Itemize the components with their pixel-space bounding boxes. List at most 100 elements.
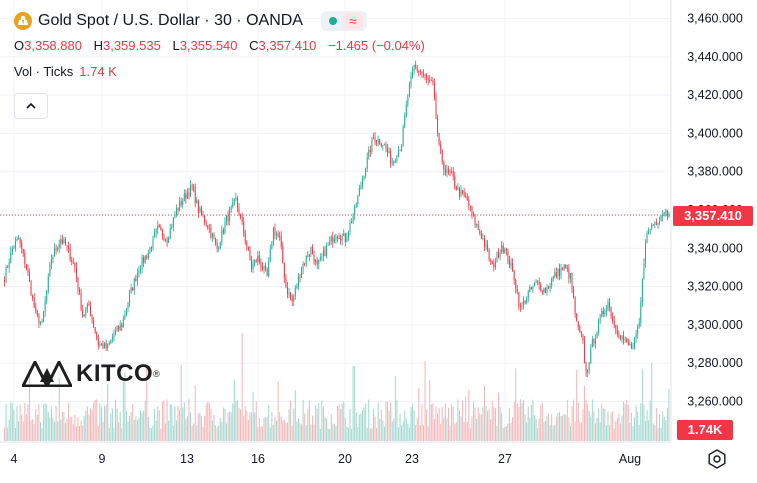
candle-body bbox=[402, 126, 404, 146]
volume-bar bbox=[344, 417, 346, 441]
collapse-legend-button[interactable] bbox=[14, 93, 48, 119]
candle-body bbox=[665, 210, 667, 213]
volume-bar bbox=[219, 418, 221, 441]
candle-body bbox=[465, 195, 467, 197]
candle-body bbox=[565, 264, 567, 269]
approx-wave-icon: ≈ bbox=[342, 13, 363, 29]
volume-bar bbox=[249, 412, 251, 441]
volume-bar bbox=[383, 426, 385, 441]
volume-bar bbox=[480, 414, 482, 441]
candle-body bbox=[255, 260, 257, 262]
candle-body bbox=[648, 230, 650, 234]
volume-bar bbox=[38, 404, 40, 441]
volume-bar bbox=[651, 362, 653, 441]
candle-body bbox=[421, 72, 423, 75]
volume-bar bbox=[393, 418, 395, 441]
candle-body bbox=[230, 206, 232, 210]
gold-bars-icon[interactable] bbox=[14, 12, 32, 30]
candle-body bbox=[394, 160, 396, 162]
candle-body bbox=[576, 313, 578, 322]
volume-bar bbox=[127, 421, 129, 441]
candle-body bbox=[22, 248, 24, 253]
candle-body bbox=[108, 343, 110, 345]
volume-bar bbox=[39, 422, 41, 441]
candle-body bbox=[183, 193, 185, 201]
y-tick-label: 3,280.000 bbox=[687, 356, 743, 370]
volume-bar bbox=[415, 425, 417, 441]
low-value: 3,355.540 bbox=[179, 38, 238, 53]
volume-bar bbox=[277, 381, 279, 441]
candle-body bbox=[448, 168, 449, 172]
volume-legend[interactable]: Vol · Ticks 1.74 K bbox=[14, 64, 117, 79]
volume-bar bbox=[623, 401, 625, 441]
candle-body bbox=[527, 291, 529, 298]
candle-body bbox=[61, 239, 63, 244]
candle-body bbox=[218, 247, 220, 249]
candle-body bbox=[83, 314, 85, 317]
volume-bar bbox=[268, 404, 270, 441]
candle-body bbox=[508, 261, 510, 266]
candle-body bbox=[574, 297, 576, 314]
candle-body bbox=[512, 263, 514, 271]
volume-bar bbox=[429, 379, 431, 441]
candle-body bbox=[443, 161, 445, 170]
volume-bar bbox=[43, 404, 45, 441]
candle-body bbox=[416, 67, 418, 71]
candle-body bbox=[337, 236, 338, 238]
candle-body bbox=[626, 338, 628, 342]
volume-bar bbox=[555, 416, 557, 441]
volume-bar bbox=[340, 408, 342, 441]
volume-bar bbox=[190, 412, 192, 441]
volume-bar bbox=[624, 403, 626, 441]
candle-body bbox=[504, 249, 506, 253]
volume-bar bbox=[110, 413, 112, 441]
candle-body bbox=[530, 287, 532, 290]
volume-bar bbox=[124, 372, 126, 441]
volume-bar bbox=[587, 403, 589, 441]
volume-bar bbox=[125, 410, 127, 441]
volume-bar bbox=[119, 411, 121, 441]
candle-body bbox=[88, 304, 90, 306]
volume-bar bbox=[474, 407, 476, 441]
market-status-pill[interactable]: ≈ bbox=[320, 11, 367, 31]
volume-bar bbox=[619, 423, 621, 441]
candle-body bbox=[172, 217, 174, 227]
candle-body bbox=[390, 151, 392, 164]
volume-bar bbox=[632, 426, 634, 441]
candle-body bbox=[19, 238, 21, 243]
volume-bar bbox=[433, 419, 435, 441]
candle-body bbox=[207, 225, 209, 229]
candle-body bbox=[426, 75, 428, 79]
kitco-mark-icon bbox=[22, 361, 72, 387]
candle-body bbox=[657, 223, 659, 225]
candle-body bbox=[311, 246, 313, 254]
volume-bar bbox=[188, 399, 190, 441]
chart-settings-gear-icon[interactable] bbox=[707, 449, 727, 469]
volume-bar bbox=[171, 405, 173, 441]
candle-body bbox=[407, 95, 409, 105]
volume-bar bbox=[430, 404, 432, 441]
candle-body bbox=[594, 338, 596, 344]
volume-value: 1.74 K bbox=[79, 64, 117, 79]
volume-bar bbox=[50, 406, 52, 441]
candle-body bbox=[619, 336, 621, 339]
volume-bar bbox=[457, 399, 459, 441]
candle-body bbox=[179, 201, 181, 210]
volume-bar bbox=[327, 428, 329, 441]
volume-bar bbox=[580, 422, 582, 441]
candle-body bbox=[333, 239, 335, 243]
volume-bar bbox=[584, 386, 586, 441]
volume-bar bbox=[79, 426, 81, 441]
candle-body bbox=[455, 185, 457, 190]
volume-bar bbox=[641, 369, 643, 441]
candle-body bbox=[560, 268, 562, 276]
volume-bar bbox=[163, 400, 165, 441]
x-tick-label: 23 bbox=[405, 452, 419, 466]
volume-bar bbox=[169, 403, 171, 441]
candle-body bbox=[318, 260, 320, 265]
symbol-title[interactable]: Gold Spot / U.S. Dollar · 30 · OANDA bbox=[38, 12, 303, 29]
candle-body bbox=[191, 184, 193, 186]
y-tick-label: 3,460.000 bbox=[687, 12, 743, 26]
candle-body bbox=[541, 290, 543, 293]
volume-bar bbox=[304, 413, 306, 441]
